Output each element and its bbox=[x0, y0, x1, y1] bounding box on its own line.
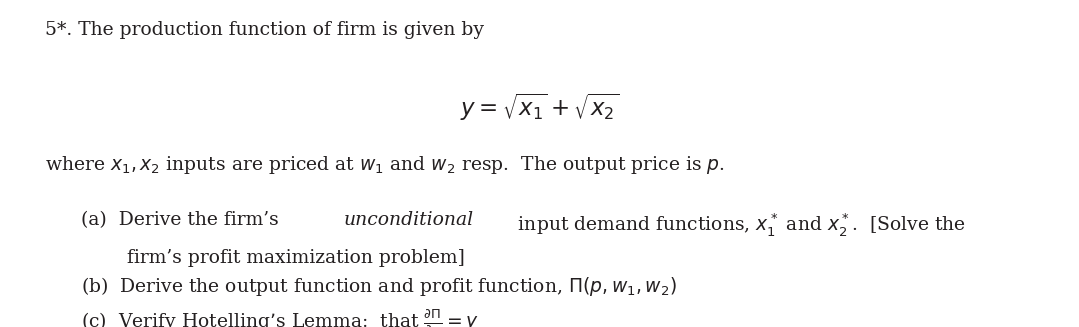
Text: unconditional: unconditional bbox=[344, 211, 474, 229]
Text: input demand functions, $x_1^*$ and $x_2^*$.  [Solve the: input demand functions, $x_1^*$ and $x_2… bbox=[511, 211, 966, 238]
Text: (c)  Verify Hotelling’s Lemma:  that $\frac{\partial \Pi}{\partial p} = y$: (c) Verify Hotelling’s Lemma: that $\fra… bbox=[81, 307, 479, 327]
Text: $y = \sqrt{x_1} + \sqrt{x_2}$: $y = \sqrt{x_1} + \sqrt{x_2}$ bbox=[460, 92, 619, 123]
Text: firm’s profit maximization problem]: firm’s profit maximization problem] bbox=[127, 249, 465, 267]
Text: (b)  Derive the output function and profit function, $\Pi(p, w_1, w_2)$: (b) Derive the output function and profi… bbox=[81, 275, 677, 298]
Text: (a)  Derive the firm’s: (a) Derive the firm’s bbox=[81, 211, 285, 229]
Text: where $x_1, x_2$ inputs are priced at $w_1$ and $w_2$ resp.  The output price is: where $x_1, x_2$ inputs are priced at $w… bbox=[45, 154, 725, 176]
Text: 5*. The production function of firm is given by: 5*. The production function of firm is g… bbox=[45, 21, 484, 39]
